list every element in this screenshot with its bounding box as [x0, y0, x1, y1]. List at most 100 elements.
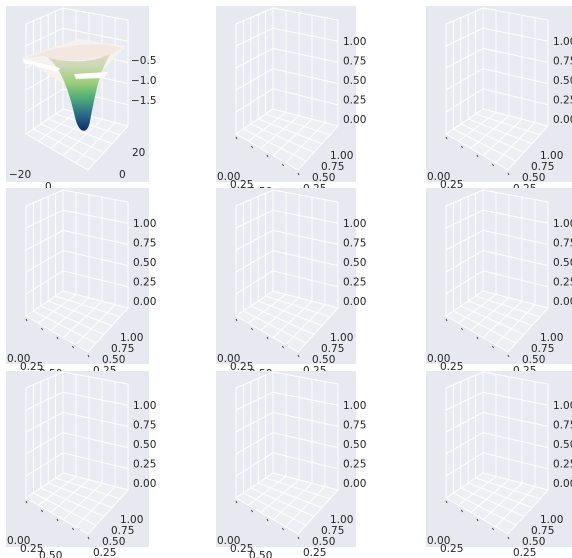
- floor-gridline: [468, 482, 533, 509]
- x-tick-mark: [297, 354, 300, 358]
- z-tick-label: 0.25: [553, 95, 572, 107]
- wall-gridline: [445, 229, 484, 251]
- z-tick-label: 1.00: [343, 400, 366, 412]
- floor-gridline: [258, 482, 323, 509]
- x-tick-label: 0.00: [427, 353, 450, 365]
- back-pane: [272, 7, 339, 127]
- y-tick-label: 0.50: [312, 354, 335, 366]
- wall-gridline: [272, 250, 339, 267]
- floor-gridline: [75, 486, 116, 528]
- z-tick-label: 0.25: [343, 95, 366, 107]
- floor-gridline: [258, 118, 323, 145]
- wall-gridline: [62, 391, 129, 406]
- floor-gridline: [265, 295, 331, 318]
- wall-gridline: [445, 270, 484, 295]
- x-tick-label: 0.25: [230, 361, 253, 373]
- wall-gridline: [482, 452, 549, 470]
- z-tick-label: 0.00: [133, 478, 156, 490]
- z-tick-label: 0.25: [343, 277, 366, 289]
- wall-gridline: [62, 452, 129, 470]
- wall-gridline: [25, 229, 64, 251]
- x-tick-mark: [445, 136, 448, 140]
- floor-gridline: [475, 295, 541, 318]
- floor-gridline: [48, 300, 113, 327]
- surface-upper: [28, 44, 122, 61]
- wall-gridline: [235, 229, 274, 251]
- x-tick-mark: [41, 327, 43, 331]
- wall-gridline: [25, 88, 64, 113]
- x-tick-mark: [297, 172, 300, 176]
- y-tick-label: 1.00: [330, 514, 353, 526]
- subplot-5: 1.000.750.500.250.001.000.750.500.250.00…: [216, 188, 366, 380]
- floor-gridline: [453, 128, 517, 162]
- floor-gridline: [248, 112, 287, 142]
- wall-gridline: [235, 432, 274, 455]
- floor-gridline: [495, 122, 536, 164]
- floor-gridline: [250, 305, 315, 335]
- floor-gridline: [62, 482, 103, 520]
- x-tick-label: 0.00: [7, 353, 30, 365]
- y-tick-label: 1.00: [120, 514, 143, 526]
- x-tick-label: 0.00: [217, 535, 240, 547]
- subplot-2: 1.000.750.500.250.001.000.750.500.250.00…: [216, 6, 366, 198]
- x-tick-label: 0.50: [249, 550, 272, 558]
- y-tick-label: 0.25: [513, 547, 536, 558]
- wall-gridline: [25, 27, 64, 47]
- wall-gridline: [235, 270, 274, 295]
- wall-gridline: [235, 88, 274, 113]
- x-tick-mark: [282, 345, 284, 349]
- wall-gridline: [272, 47, 339, 63]
- x-tick-mark: [235, 318, 238, 322]
- z-tick-label: 1.00: [343, 218, 366, 230]
- floor-gridline: [248, 294, 287, 324]
- floor-gridline: [55, 295, 121, 318]
- back-pane: [272, 189, 339, 309]
- wall-gridline: [272, 229, 339, 245]
- wall-gridline: [235, 27, 274, 47]
- z-tick-label: 1.00: [133, 218, 156, 230]
- floor-gridline: [250, 123, 315, 153]
- x-tick-mark: [251, 145, 253, 149]
- z-tick-label: 1.00: [343, 36, 366, 48]
- wall-gridline: [272, 209, 339, 224]
- z-tick-label: 0.75: [133, 238, 156, 250]
- z-tick-label: 0.00: [133, 296, 156, 308]
- wall-gridline: [62, 411, 129, 427]
- wall-gridline: [482, 391, 549, 406]
- y-tick-label: 0.50: [522, 354, 545, 366]
- y-tick-label: 0.50: [102, 536, 125, 548]
- floor-gridline: [75, 304, 116, 346]
- floor-gridline: [470, 479, 510, 513]
- wall-gridline: [272, 391, 339, 406]
- wall-gridline: [445, 432, 484, 455]
- subplot-6: 1.000.750.500.250.001.000.750.500.250.00…: [426, 188, 572, 377]
- x-tick-mark: [72, 527, 74, 531]
- z-tick-label: 0.50: [343, 439, 366, 451]
- wall-gridline: [482, 27, 549, 42]
- z-tick-label: 0.00: [553, 114, 572, 126]
- wall-gridline: [25, 452, 64, 477]
- floor-gridline: [243, 128, 307, 162]
- z-tick-label: 1.00: [553, 400, 572, 412]
- x-tick-mark: [492, 527, 494, 531]
- x-tick-mark: [507, 354, 510, 358]
- subplot-1: −0.5 −1.0 −1.5 20 0 −20 0: [6, 6, 157, 193]
- x-tick-mark: [56, 518, 59, 522]
- z-tick-label: 0.50: [553, 75, 572, 87]
- floor-gridline: [260, 115, 300, 149]
- floor-gridline: [470, 297, 510, 331]
- wall-gridline: [235, 411, 274, 433]
- floor-gridline: [62, 118, 103, 156]
- surface-lip: [22, 59, 60, 72]
- floor-pane: [25, 290, 129, 353]
- x-tick-mark: [87, 536, 90, 540]
- z-tick-label: 0.75: [553, 238, 572, 250]
- wall-gridline: [235, 391, 274, 411]
- floor-pane: [445, 472, 549, 535]
- y-tick-label: 0.75: [321, 525, 344, 537]
- wall-gridline: [445, 27, 484, 47]
- x-tick-mark: [56, 336, 59, 340]
- wall-gridline: [482, 88, 549, 106]
- y-tick-label: 1.00: [330, 150, 353, 162]
